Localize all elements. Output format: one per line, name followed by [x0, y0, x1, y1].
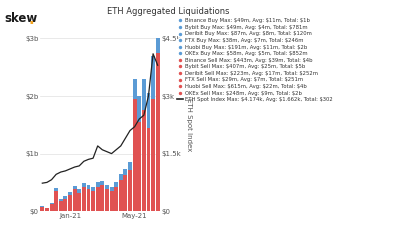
Bar	[54, 191, 58, 211]
Bar	[146, 128, 150, 211]
Bar	[105, 185, 109, 189]
Bar	[86, 185, 90, 189]
Bar	[82, 187, 86, 211]
Bar	[128, 162, 132, 170]
Bar	[73, 189, 76, 211]
Bar	[142, 110, 146, 211]
Legend: Binance Buy Max: $49m, Avg: $11m, Total: $1b, Bybit Buy Max: $49m, Avg: $4m, Tot: Binance Buy Max: $49m, Avg: $11m, Total:…	[177, 18, 333, 102]
Bar	[156, 1, 160, 53]
Bar	[59, 199, 63, 201]
Bar	[124, 175, 127, 211]
Bar	[137, 122, 141, 211]
Bar	[77, 193, 81, 211]
Bar	[68, 192, 72, 195]
Bar	[64, 196, 67, 198]
Bar	[82, 183, 86, 187]
Bar	[40, 206, 44, 207]
Bar	[77, 189, 81, 193]
Bar	[119, 174, 123, 180]
Bar	[91, 191, 95, 211]
Bar	[151, 56, 155, 99]
Bar	[119, 180, 123, 211]
Bar	[40, 207, 44, 211]
Bar	[105, 189, 109, 211]
Bar	[128, 170, 132, 211]
Bar	[64, 198, 67, 211]
Bar	[91, 187, 95, 191]
Bar	[137, 96, 141, 122]
Bar	[50, 203, 54, 204]
Bar	[50, 204, 54, 211]
Bar	[54, 188, 58, 191]
Bar	[96, 182, 100, 187]
Bar	[100, 181, 104, 185]
Text: .: .	[29, 12, 34, 27]
Bar	[156, 53, 160, 211]
Bar	[45, 208, 49, 211]
Bar	[110, 187, 114, 191]
Bar	[59, 201, 63, 211]
Bar	[86, 189, 90, 211]
Bar	[151, 99, 155, 211]
Text: ETH Aggregated Liquidations: ETH Aggregated Liquidations	[107, 7, 229, 16]
Bar	[133, 79, 136, 99]
Bar	[73, 186, 76, 189]
Bar	[114, 187, 118, 211]
Bar	[96, 187, 100, 211]
Bar	[142, 79, 146, 110]
Bar	[146, 93, 150, 128]
Y-axis label: ETH Spot Index: ETH Spot Index	[186, 98, 192, 151]
Bar	[110, 191, 114, 211]
Text: skew: skew	[4, 12, 37, 25]
Bar	[124, 168, 127, 175]
Bar	[68, 195, 72, 211]
Bar	[114, 182, 118, 187]
Bar	[100, 185, 104, 211]
Bar	[133, 99, 136, 211]
